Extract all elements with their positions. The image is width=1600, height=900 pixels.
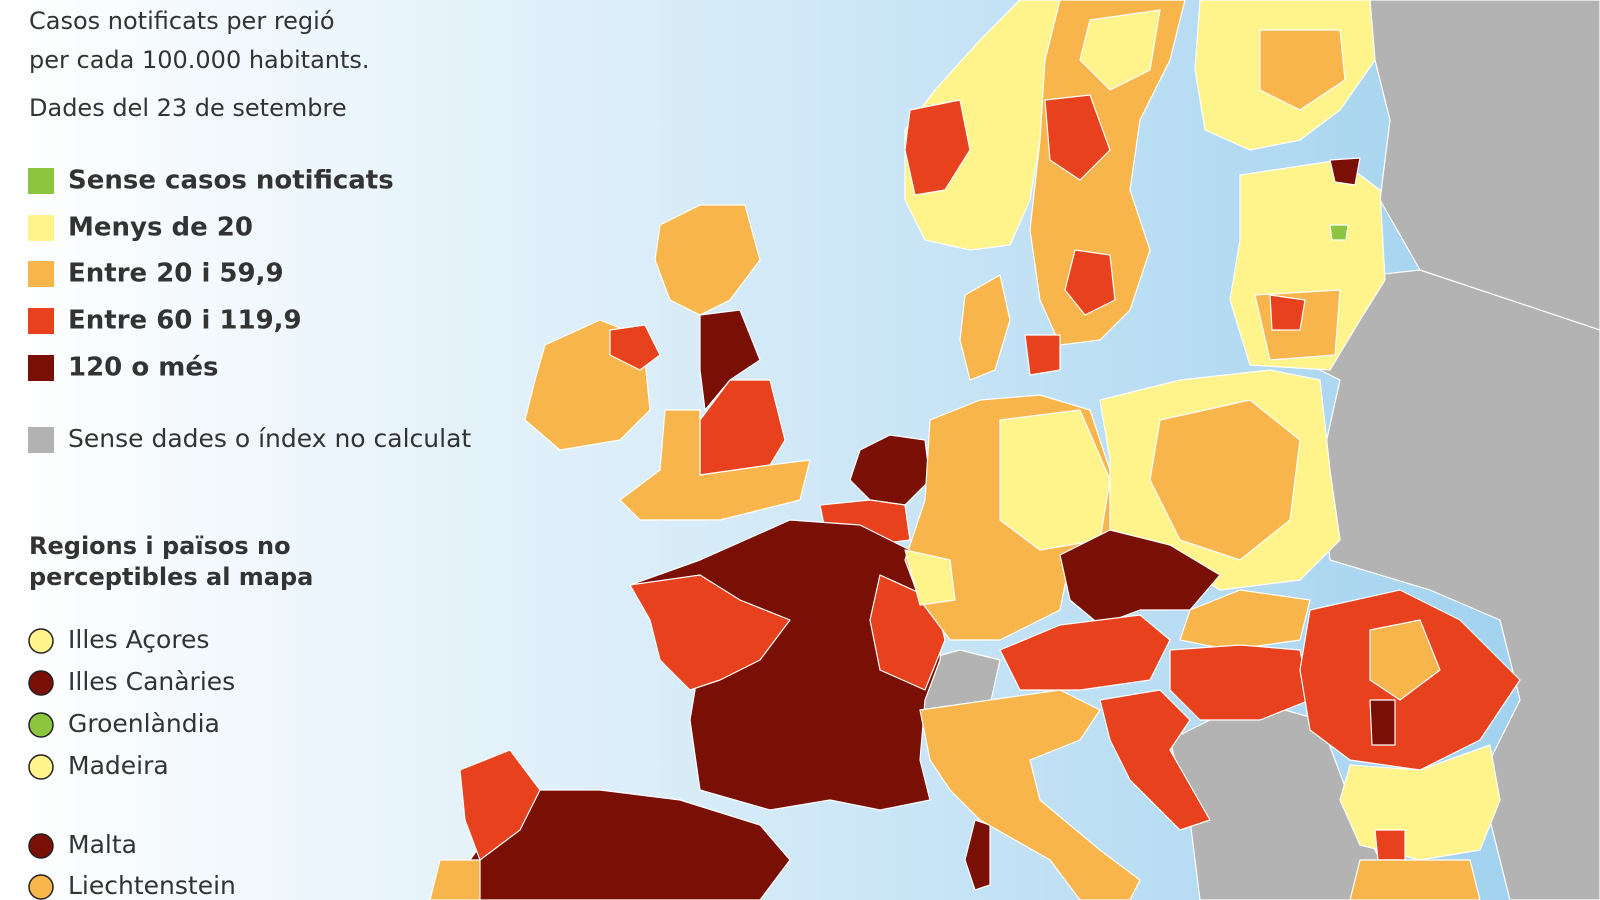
region bbox=[999, 614, 1171, 691]
region-dot bbox=[28, 670, 54, 696]
date: Dades del 23 de setembre bbox=[29, 94, 347, 122]
region-dot bbox=[28, 628, 54, 654]
region bbox=[1029, 0, 1186, 346]
legend-label: Entre 20 i 59,9 bbox=[68, 259, 284, 289]
region bbox=[1329, 224, 1349, 241]
region bbox=[1329, 157, 1361, 186]
region bbox=[849, 434, 931, 506]
section-title: Regions i països no bbox=[29, 532, 291, 560]
region-dot bbox=[28, 874, 54, 900]
region-dot bbox=[28, 833, 54, 859]
legend-panel: Casos notificats per regió per cada 100.… bbox=[28, 7, 471, 900]
region bbox=[1024, 334, 1061, 376]
region-label: Groenlàndia bbox=[68, 709, 220, 738]
region bbox=[1064, 249, 1116, 316]
region bbox=[619, 409, 811, 521]
legend-swatch bbox=[28, 215, 54, 241]
region bbox=[1349, 859, 1481, 900]
region bbox=[459, 749, 541, 861]
region bbox=[1099, 689, 1211, 831]
region bbox=[1079, 9, 1161, 91]
region bbox=[919, 689, 1141, 900]
region-label: Malta bbox=[68, 830, 137, 859]
region-label: Madeira bbox=[68, 751, 169, 780]
region bbox=[904, 549, 956, 606]
region bbox=[1369, 699, 1396, 746]
region bbox=[959, 274, 1011, 381]
title-line: Casos notificats per regió bbox=[29, 7, 335, 35]
region bbox=[1369, 619, 1441, 701]
legend-swatch bbox=[28, 261, 54, 287]
region bbox=[654, 204, 761, 316]
region-label: Liechtenstein bbox=[68, 871, 236, 900]
map bbox=[429, 0, 1600, 900]
region-dot bbox=[28, 754, 54, 780]
region bbox=[1374, 829, 1406, 861]
legend-label: Sense casos notificats bbox=[68, 166, 394, 196]
region-label: Illes Açores bbox=[68, 625, 209, 654]
legend-label: Sense dades o índex no calculat bbox=[68, 424, 471, 453]
legend-label: Entre 60 i 119,9 bbox=[68, 306, 302, 336]
region bbox=[629, 574, 791, 691]
legend-swatch bbox=[28, 308, 54, 334]
legend-label: Menys de 20 bbox=[68, 213, 253, 243]
region bbox=[904, 99, 971, 196]
region bbox=[1269, 294, 1306, 331]
region-label: Illes Canàries bbox=[68, 667, 235, 696]
section-title: perceptibles al mapa bbox=[29, 563, 313, 591]
title-line: per cada 100.000 habitants. bbox=[29, 46, 370, 74]
region-dot bbox=[28, 712, 54, 738]
legend-swatch bbox=[28, 427, 54, 453]
region bbox=[1179, 589, 1311, 651]
region bbox=[1044, 94, 1111, 181]
legend-label: 120 o més bbox=[68, 353, 218, 383]
region bbox=[1149, 399, 1301, 561]
legend-swatch bbox=[28, 355, 54, 381]
region bbox=[1259, 29, 1346, 111]
region bbox=[1169, 644, 1311, 721]
region bbox=[429, 859, 481, 900]
region bbox=[1359, 0, 1600, 331]
legend-swatch bbox=[28, 168, 54, 194]
region bbox=[609, 324, 661, 371]
